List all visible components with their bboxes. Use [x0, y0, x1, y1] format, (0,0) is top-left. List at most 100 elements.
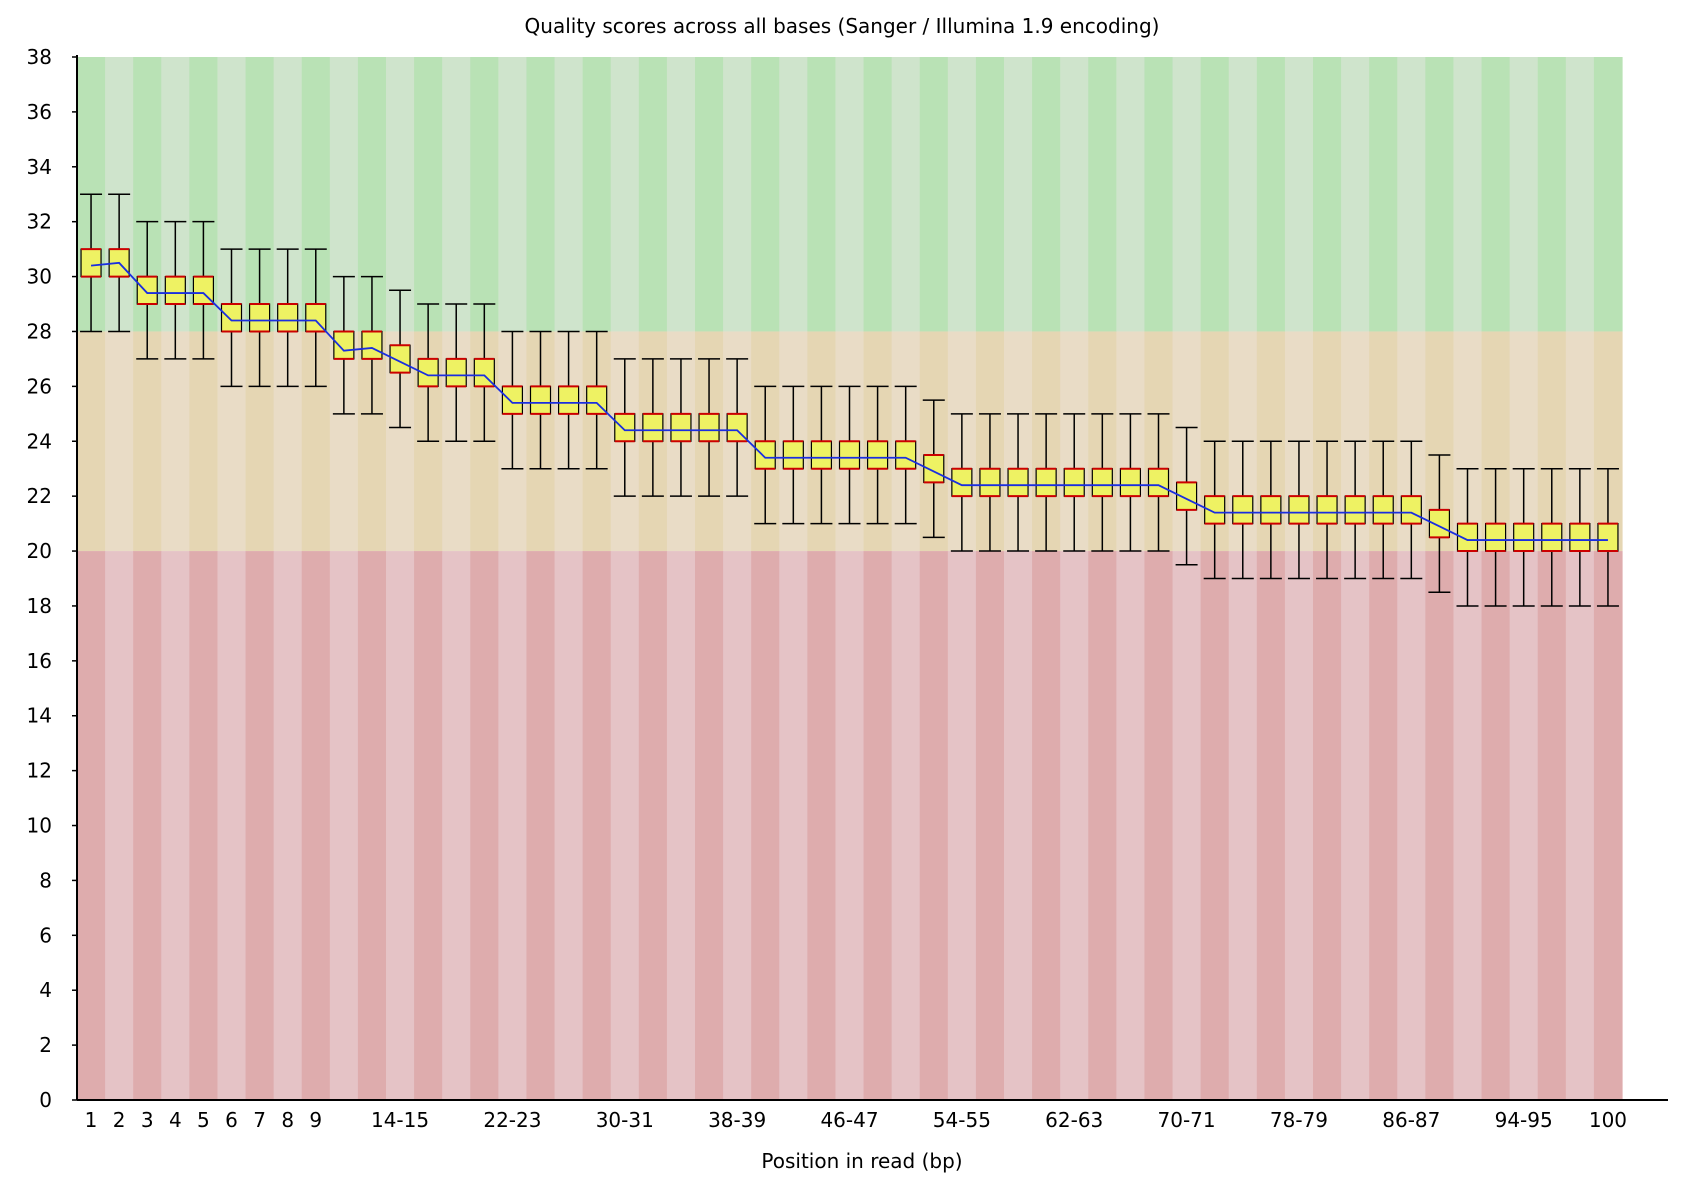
zone-poor-stripe — [835, 551, 865, 1100]
zone-good-stripe — [582, 57, 612, 332]
box-64-65 — [1091, 413, 1114, 552]
y-tick-label: 36 — [27, 100, 52, 124]
zone-good-stripe — [723, 57, 752, 332]
box-series — [80, 193, 1619, 607]
zone-good-stripe — [1425, 57, 1455, 332]
zone-poor-stripe — [386, 551, 415, 1100]
zone-poor-stripe — [105, 551, 134, 1100]
zone-good-stripe — [1088, 57, 1117, 332]
y-tick-label: 32 — [27, 210, 52, 234]
x-tick-label: 62-63 — [1045, 1108, 1103, 1132]
box-80-81 — [1316, 440, 1339, 580]
box-34-35 — [669, 358, 692, 497]
iqr-box — [1063, 468, 1085, 497]
zone-good-stripe — [947, 57, 977, 332]
box-42-43 — [782, 385, 805, 525]
x-tick-label: 4 — [169, 1108, 182, 1132]
zone-poor-stripe — [1116, 551, 1146, 1100]
x-tick-label: 30-31 — [596, 1108, 654, 1132]
zone-poor-stripe — [554, 551, 584, 1100]
x-tick-labels: 1 2 3 4 5 6 7 8 9 14-15 22-23 30-31 38-39 46-47 54-55 6… — [85, 1108, 1627, 1132]
zone-good-stripe — [1537, 57, 1567, 332]
zone-reasonable-stripe — [133, 331, 162, 552]
zone-good-stripe — [919, 57, 949, 332]
box-94-95 — [1512, 467, 1535, 607]
iqr-box — [810, 440, 833, 470]
zone-poor-stripe — [695, 551, 724, 1100]
zone-good-stripe — [638, 57, 668, 332]
zone-poor-stripe — [1032, 551, 1061, 1100]
iqr-box — [361, 330, 383, 360]
zone-good-stripe — [1228, 57, 1258, 332]
zone-poor-stripe — [1228, 551, 1258, 1100]
y-tick-label: 4 — [39, 978, 52, 1002]
y-tick-label: 14 — [27, 704, 52, 728]
zone-good-stripe — [666, 57, 696, 332]
zone-poor-stripe — [610, 551, 640, 1100]
iqr-box — [614, 413, 636, 442]
zone-poor-stripe — [891, 551, 921, 1100]
box-48-49 — [866, 385, 889, 525]
zone-good-stripe — [779, 57, 808, 332]
y-tick-label: 10 — [27, 814, 52, 838]
zone-poor-stripe — [807, 551, 837, 1100]
iqr-box — [979, 468, 1001, 497]
x-tick-label: 46-47 — [820, 1108, 878, 1132]
zone-reasonable-stripe — [161, 331, 190, 552]
iqr-box — [80, 248, 102, 278]
y-tick-label: 0 — [39, 1088, 52, 1112]
x-tick-label: 5 — [197, 1108, 210, 1132]
box-54-55 — [950, 413, 973, 552]
zone-good-stripe — [751, 57, 780, 332]
x-tick-label: 86-87 — [1382, 1108, 1440, 1132]
iqr-box — [1344, 495, 1366, 525]
y-tick-label: 30 — [27, 265, 52, 289]
iqr-box — [1316, 495, 1338, 525]
chart-title: Quality scores across all bases (Sanger … — [525, 14, 1160, 38]
zone-poor-stripe — [666, 551, 696, 1100]
box-52-53 — [922, 399, 945, 539]
box-92-93 — [1484, 467, 1507, 607]
iqr-box — [248, 303, 271, 333]
zone-good-stripe — [526, 57, 556, 332]
box-10-11 — [332, 275, 355, 415]
zone-poor-stripe — [1088, 551, 1117, 1100]
zone-poor-stripe — [357, 551, 387, 1100]
box-32-33 — [641, 358, 664, 497]
zone-reasonable-stripe — [105, 331, 134, 552]
box-74-75 — [1231, 440, 1254, 580]
zone-good-stripe — [1397, 57, 1426, 332]
zone-good-stripe — [1032, 57, 1061, 332]
zone-poor-stripe — [526, 551, 556, 1100]
iqr-box — [333, 330, 355, 360]
zone-good-stripe — [1593, 57, 1623, 332]
zone-reasonable-stripe — [77, 331, 106, 552]
iqr-box — [529, 385, 552, 415]
zone-good-stripe — [1481, 57, 1511, 332]
zone-poor-stripe — [1144, 551, 1174, 1100]
iqr-box — [1035, 468, 1057, 497]
zone-good-stripe — [1172, 57, 1202, 332]
x-tick-label: 7 — [253, 1108, 266, 1132]
zone-good-stripe — [835, 57, 865, 332]
x-tick-label: 100 — [1589, 1108, 1627, 1132]
box-76-77 — [1259, 440, 1282, 580]
iqr-box — [445, 358, 467, 387]
iqr-box — [277, 303, 299, 333]
zone-poor-stripe — [329, 551, 359, 1100]
y-tick-label: 38 — [27, 45, 52, 69]
mean-line — [90, 261, 1608, 541]
iqr-box — [698, 413, 720, 442]
iqr-box — [136, 275, 158, 305]
box-88-89 — [1428, 454, 1451, 593]
zone-good-stripe — [1284, 57, 1314, 332]
box-44-45 — [810, 385, 833, 525]
zone-good-stripe — [695, 57, 724, 332]
zone-good-stripe — [554, 57, 584, 332]
zone-good-stripe — [442, 57, 471, 332]
box-30-31 — [613, 358, 636, 497]
box-100 — [1596, 467, 1619, 607]
box-50-51 — [894, 385, 917, 525]
box-56-57 — [978, 413, 1001, 552]
x-tick-label: 6 — [225, 1108, 238, 1132]
